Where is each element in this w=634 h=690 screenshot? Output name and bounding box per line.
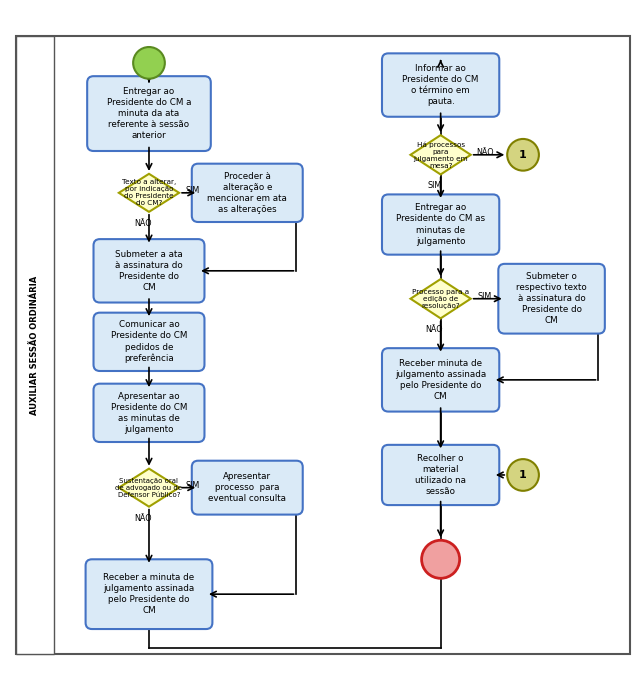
Text: Recolher o
material
utilizado na
sessão: Recolher o material utilizado na sessão xyxy=(415,454,466,496)
Text: Submeter o
respectivo texto
à assinatura do
Presidente do
CM: Submeter o respectivo texto à assinatura… xyxy=(516,272,587,326)
Text: NÃO: NÃO xyxy=(476,148,493,157)
Text: Apresentar
processo  para
eventual consulta: Apresentar processo para eventual consul… xyxy=(208,472,287,503)
FancyBboxPatch shape xyxy=(16,37,54,654)
Text: SIM: SIM xyxy=(186,186,200,195)
Polygon shape xyxy=(411,135,470,175)
Polygon shape xyxy=(119,469,179,506)
Text: Entregar ao
Presidente do CM a
minuta da ata
referente à sessão
anterior: Entregar ao Presidente do CM a minuta da… xyxy=(107,87,191,140)
Circle shape xyxy=(507,459,539,491)
Polygon shape xyxy=(411,279,470,318)
Text: 1: 1 xyxy=(519,470,527,480)
FancyBboxPatch shape xyxy=(93,384,204,442)
Text: Apresentar ao
Presidente do CM
as minutas de
julgamento: Apresentar ao Presidente do CM as minuta… xyxy=(111,392,187,434)
Circle shape xyxy=(507,139,539,170)
Circle shape xyxy=(422,540,460,578)
FancyBboxPatch shape xyxy=(191,164,303,222)
Text: Comunicar ao
Presidente do CM
pedidos de
preferência: Comunicar ao Presidente do CM pedidos de… xyxy=(111,320,187,364)
Text: NÃO: NÃO xyxy=(134,513,152,522)
Text: Há processos
para
julgamento em
mesa?: Há processos para julgamento em mesa? xyxy=(413,141,468,168)
Text: SIM: SIM xyxy=(477,292,492,301)
FancyBboxPatch shape xyxy=(86,560,212,629)
Polygon shape xyxy=(119,174,179,212)
Text: Entregar ao
Presidente do CM as
minutas de
julgamento: Entregar ao Presidente do CM as minutas … xyxy=(396,204,485,246)
FancyBboxPatch shape xyxy=(498,264,605,333)
FancyBboxPatch shape xyxy=(93,239,204,302)
Text: Processo para a
edição de
resolução?: Processo para a edição de resolução? xyxy=(412,288,469,308)
Text: Proceder à
alteração e
mencionar em ata
as alterações: Proceder à alteração e mencionar em ata … xyxy=(207,172,287,214)
FancyBboxPatch shape xyxy=(16,37,630,654)
Text: Texto a alterar,
por indicação
do Presidente
do CM?: Texto a alterar, por indicação do Presid… xyxy=(122,179,176,206)
Text: NÃO: NÃO xyxy=(425,325,443,334)
FancyBboxPatch shape xyxy=(87,76,210,151)
Text: AUXILIAR SESSÃO ORDINÁRIA: AUXILIAR SESSÃO ORDINÁRIA xyxy=(30,275,39,415)
Text: SIM: SIM xyxy=(427,181,441,190)
FancyBboxPatch shape xyxy=(382,53,499,117)
FancyBboxPatch shape xyxy=(93,313,204,371)
Text: 1: 1 xyxy=(519,150,527,160)
Text: Receber minuta de
julgamento assinada
pelo Presidente do
CM: Receber minuta de julgamento assinada pe… xyxy=(395,359,486,401)
Text: NÃO: NÃO xyxy=(134,219,152,228)
Text: Receber a minuta de
julgamento assinada
pelo Presidente do
CM: Receber a minuta de julgamento assinada … xyxy=(103,573,195,615)
FancyBboxPatch shape xyxy=(382,195,499,255)
Text: SIM: SIM xyxy=(186,481,200,490)
Text: Submeter a ata
à assinatura do
Presidente do
CM: Submeter a ata à assinatura do President… xyxy=(115,250,183,292)
FancyBboxPatch shape xyxy=(382,445,499,505)
FancyBboxPatch shape xyxy=(382,348,499,411)
Circle shape xyxy=(133,47,165,79)
FancyBboxPatch shape xyxy=(191,461,303,515)
Text: Informar ao
Presidente do CM
o término em
pauta.: Informar ao Presidente do CM o término e… xyxy=(403,64,479,106)
Text: Sustentação oral
de advogado ou de
Defensor Público?: Sustentação oral de advogado ou de Defen… xyxy=(115,477,183,497)
